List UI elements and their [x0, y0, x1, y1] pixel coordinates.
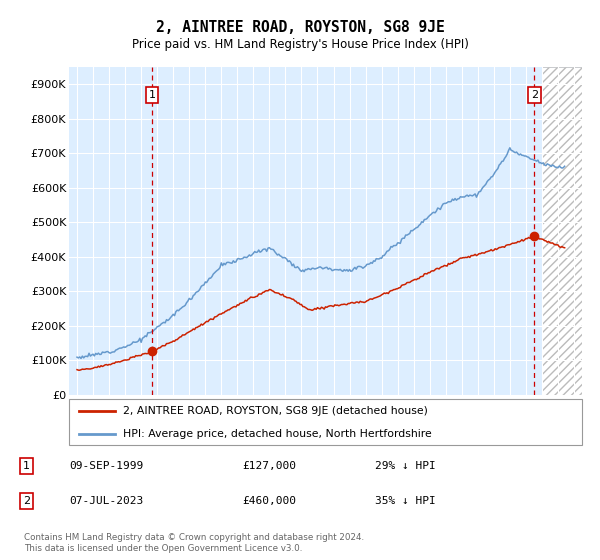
FancyBboxPatch shape: [69, 399, 582, 445]
Text: HPI: Average price, detached house, North Hertfordshire: HPI: Average price, detached house, Nort…: [123, 429, 431, 438]
Text: 1: 1: [23, 461, 30, 471]
Text: Contains HM Land Registry data © Crown copyright and database right 2024.
This d: Contains HM Land Registry data © Crown c…: [24, 533, 364, 553]
Text: 35% ↓ HPI: 35% ↓ HPI: [375, 496, 436, 506]
Bar: [542, 67, 582, 395]
Text: £127,000: £127,000: [242, 461, 296, 471]
Text: 07-JUL-2023: 07-JUL-2023: [70, 496, 144, 506]
Text: 2: 2: [23, 496, 30, 506]
Text: 09-SEP-1999: 09-SEP-1999: [70, 461, 144, 471]
Text: 2, AINTREE ROAD, ROYSTON, SG8 9JE (detached house): 2, AINTREE ROAD, ROYSTON, SG8 9JE (detac…: [123, 406, 428, 416]
Text: 1: 1: [149, 90, 156, 100]
Text: £460,000: £460,000: [242, 496, 296, 506]
Text: 2, AINTREE ROAD, ROYSTON, SG8 9JE: 2, AINTREE ROAD, ROYSTON, SG8 9JE: [155, 20, 445, 35]
Text: 29% ↓ HPI: 29% ↓ HPI: [375, 461, 436, 471]
Text: 2: 2: [530, 90, 538, 100]
Text: Price paid vs. HM Land Registry's House Price Index (HPI): Price paid vs. HM Land Registry's House …: [131, 38, 469, 50]
